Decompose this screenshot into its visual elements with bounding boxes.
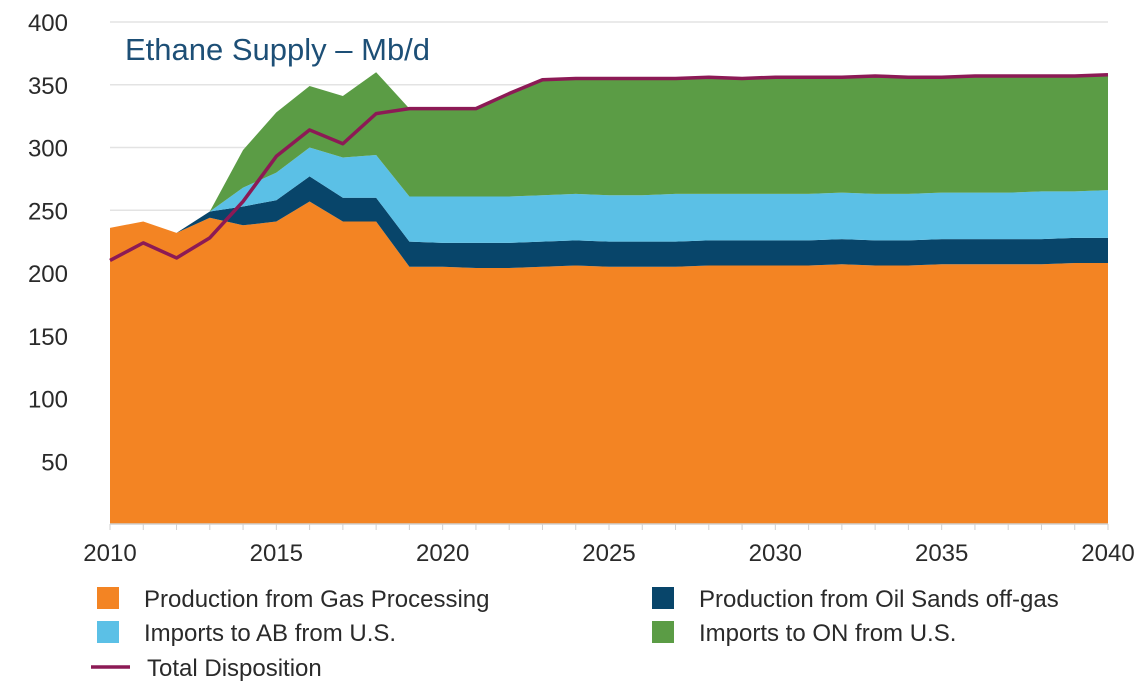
legend: Production from Gas Processing Production… bbox=[91, 586, 1059, 682]
y-tick-label: 350 bbox=[28, 73, 68, 100]
stacked-areas bbox=[110, 72, 1108, 524]
legend-label: Total Disposition bbox=[147, 655, 322, 682]
y-tick-labels: 50 100 150 200 250 300 350 400 bbox=[28, 10, 68, 476]
x-tick-label: 2015 bbox=[250, 540, 303, 567]
legend-swatch bbox=[652, 621, 674, 643]
y-tick-label: 300 bbox=[28, 136, 68, 163]
legend-swatch bbox=[97, 621, 119, 643]
y-tick-label: 200 bbox=[28, 261, 68, 288]
y-tick-label: 100 bbox=[28, 387, 68, 414]
x-tick-label: 2020 bbox=[416, 540, 469, 567]
legend-swatch bbox=[97, 587, 119, 609]
x-tick-label: 2025 bbox=[582, 540, 635, 567]
x-tick-label: 2035 bbox=[915, 540, 968, 567]
total-lines bbox=[109, 72, 1109, 262]
area-production-from-gas-processing bbox=[110, 201, 1108, 524]
x-axis bbox=[109, 523, 1109, 530]
y-tick-label: 50 bbox=[41, 449, 68, 476]
y-tick-label: 150 bbox=[28, 324, 68, 351]
legend-swatch bbox=[652, 587, 674, 609]
area-production-from-oil-sands-off-gas bbox=[110, 176, 1108, 268]
x-tick-labels: 2010 2015 2020 2025 2030 2035 2040 bbox=[83, 540, 1134, 567]
legend-label: Imports to AB from U.S. bbox=[144, 620, 396, 647]
x-tick-label: 2030 bbox=[749, 540, 802, 567]
area-imports-to-on-from-u-s- bbox=[110, 72, 1108, 233]
legend-label: Imports to ON from U.S. bbox=[699, 620, 956, 647]
line-total-disposition bbox=[109, 72, 1109, 262]
legend-label: Production from Oil Sands off-gas bbox=[699, 586, 1059, 613]
y-tick-label: 250 bbox=[28, 198, 68, 225]
x-tick-label: 2010 bbox=[83, 540, 136, 567]
y-tick-label: 400 bbox=[28, 10, 68, 37]
chart-title: Ethane Supply – Mb/d bbox=[125, 32, 430, 67]
legend-label: Production from Gas Processing bbox=[144, 586, 489, 613]
x-tick-label: 2040 bbox=[1081, 540, 1134, 567]
